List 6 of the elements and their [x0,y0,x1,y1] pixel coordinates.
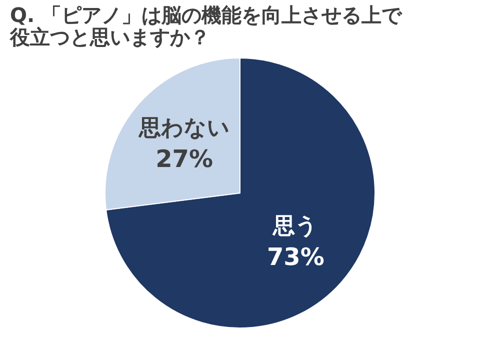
chart-title: Q. 「ピアノ」は脳の機能を向上させる上で役立つと思いますか？ [9,3,403,49]
pie-slice [106,58,376,328]
data-label: 27% [156,144,214,173]
slice-label: 思わない [138,116,230,141]
data-label: 73% [266,243,324,272]
slice-label: 思う [272,214,318,240]
